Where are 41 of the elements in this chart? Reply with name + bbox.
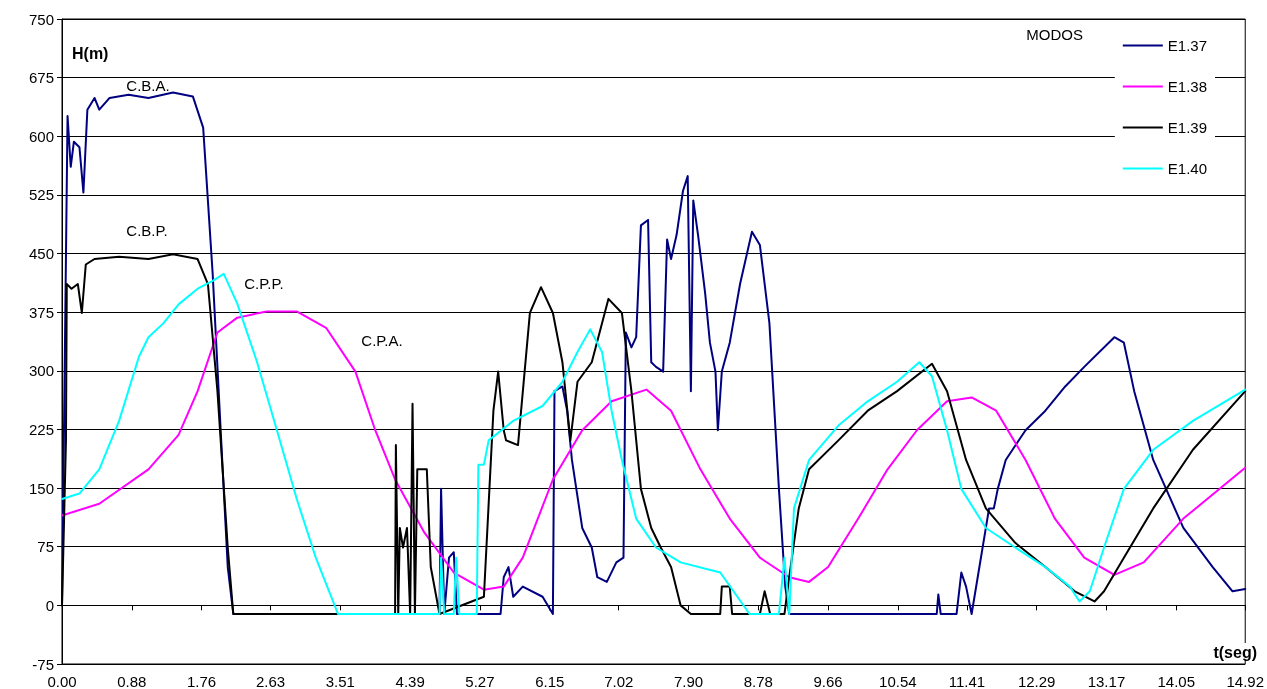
x-tick-label: 0.88 [117,673,147,689]
x-tick-label: 9.66 [813,673,843,689]
x-tick-label: 4.39 [395,673,425,689]
y-tick-label: 75 [37,538,54,556]
y-tick-label: 525 [28,186,54,204]
y-tick-label: 0 [45,596,54,614]
y-tick-label: 375 [28,303,54,321]
x-tick-label: 3.51 [325,673,355,689]
x-tick-label: 0.00 [47,673,77,689]
x-tick-label: 8.78 [743,673,773,689]
annotation: C.P.P. [244,274,284,292]
y-tick-label: 150 [28,479,54,497]
legend-label: E1.39 [1167,119,1207,136]
x-tick-label: 2.63 [255,673,286,689]
annotation: C.B.P. [126,221,168,239]
y-tick-label: 300 [28,362,54,380]
x-tick-label: 14.92 [1226,673,1265,689]
legend-label: E1.38 [1167,78,1207,95]
x-tick-label: 11.41 [948,673,986,689]
x-tick-label: 13.17 [1087,673,1126,689]
x-tick-label: 7.90 [673,673,704,689]
legend-label: E1.37 [1167,37,1207,54]
x-tick-label: 12.29 [1017,673,1056,689]
x-tick-label: 14.05 [1157,673,1196,689]
x-axis-title: t(seg) [1213,643,1258,661]
legend-label: E1.40 [1167,160,1207,177]
y-tick-label: 225 [28,420,54,438]
legend-title: MODOS [1026,26,1083,43]
x-tick-label: 6.15 [535,673,565,689]
annotation: C.B.A. [126,76,170,94]
x-tick-label: 1.76 [186,673,217,689]
y-tick-label: -75 [32,655,54,673]
x-tick-label: 5.27 [465,673,495,689]
y-tick-label: 675 [28,69,54,87]
x-tick-label: 7.02 [604,673,634,689]
y-tick-label: 750 [28,10,54,28]
y-tick-label: 600 [28,127,54,145]
x-tick-label: 10.54 [879,673,917,689]
y-tick-label: 450 [28,245,54,263]
y-axis-title: H(m) [72,44,109,62]
annotation: C.P.A. [361,331,403,349]
